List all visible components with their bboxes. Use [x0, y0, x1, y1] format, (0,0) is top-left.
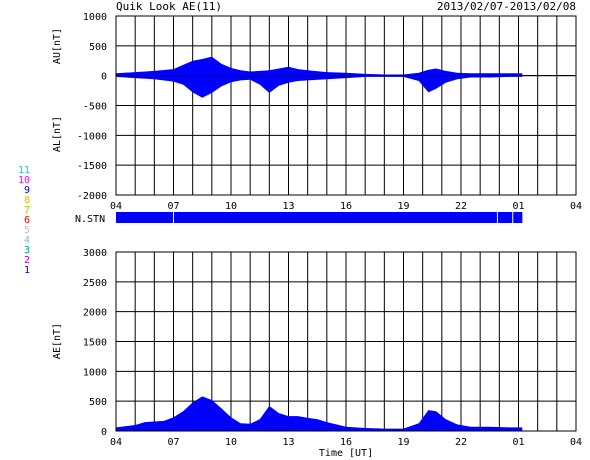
x-tick-label: 10: [225, 201, 237, 212]
station-legend-entry: 11: [18, 165, 30, 176]
x-tick-label: 22: [455, 201, 467, 212]
y-tick-label: 500: [89, 42, 107, 53]
y-tick-label: 0: [101, 427, 107, 438]
au-area: [116, 56, 523, 76]
y-tick-label: 2500: [83, 278, 107, 289]
station-legend-entry: 10: [18, 175, 30, 186]
date-range: 2013/02/07-2013/02/08: [437, 0, 576, 13]
x-tick-label: 07: [167, 201, 179, 212]
ae-axis-label: AE[nT]: [52, 323, 63, 359]
y-tick-label: 500: [89, 397, 107, 408]
x-tick-label: 04: [110, 201, 122, 212]
au-al-x-ticks: 04 07 10 13 16 19 22 01 04: [110, 201, 582, 212]
x-tick-label: 13: [282, 437, 294, 448]
y-tick-label: 1000: [83, 367, 107, 378]
x-tick-label: 04: [110, 437, 122, 448]
ae-area: [116, 396, 523, 431]
station-legend-entry: 4: [24, 235, 30, 246]
x-tick-label: 10: [225, 437, 237, 448]
station-count-bar: N.STN: [75, 212, 523, 225]
y-tick-label: 3000: [83, 248, 107, 259]
x-tick-label: 16: [340, 437, 352, 448]
station-legend-entry: 5: [24, 225, 30, 236]
station-legend-entry: 8: [24, 195, 30, 206]
y-tick-label: 0: [101, 72, 107, 83]
station-legend-entry: 3: [24, 245, 30, 256]
x-tick-label: 01: [512, 201, 524, 212]
au-al-frame: [115, 15, 577, 196]
y-tick-label: -1000: [77, 131, 107, 142]
al-axis-label: AL[nT]: [52, 116, 63, 152]
y-tick-label: 2000: [83, 308, 107, 319]
y-tick-label: 1000: [83, 12, 107, 23]
ae-x-ticks: 04 07 10 13 16 19 22 01 04: [110, 437, 582, 448]
ae-frame: [115, 251, 577, 432]
x-tick-label: 07: [167, 437, 179, 448]
ae-y-ticks: 3000 2500 2000 1500 1000 500 0: [83, 248, 107, 438]
y-tick-label: -500: [83, 102, 107, 113]
y-tick-label: 1500: [83, 338, 107, 349]
y-tick-label: -1500: [77, 161, 107, 172]
station-legend-entry: 7: [24, 205, 30, 216]
station-legend-entry: 9: [24, 185, 30, 196]
au-al-panel: 1000 500 0 -500 -1000 -1500 -2000 04 07 10 13 16 19…: [52, 12, 582, 212]
station-legend-entry: 6: [24, 215, 30, 226]
au-al-grid: [116, 15, 576, 196]
y-tick-label: -2000: [77, 191, 107, 202]
x-tick-label: 16: [340, 201, 352, 212]
station-legend-entry: 1: [24, 265, 30, 276]
x-tick-label: 22: [455, 437, 467, 448]
station-legend-entry: 2: [24, 255, 30, 266]
x-tick-label: 19: [397, 437, 409, 448]
station-count-label: N.STN: [75, 214, 105, 225]
x-axis-label: Time [UT]: [319, 448, 373, 459]
station-count-fill: [116, 212, 523, 223]
au-axis-label: AU[nT]: [52, 28, 63, 64]
x-tick-label: 13: [282, 201, 294, 212]
al-area: [116, 75, 523, 98]
ae-grid: [116, 251, 576, 432]
chart-title: Quik Look AE(11): [116, 0, 222, 13]
x-tick-label: 01: [512, 437, 524, 448]
x-tick-label: 04: [570, 437, 582, 448]
au-al-y-ticks: 1000 500 0 -500 -1000 -1500 -2000: [77, 12, 107, 202]
x-tick-label: 04: [570, 201, 582, 212]
x-tick-label: 19: [397, 201, 409, 212]
